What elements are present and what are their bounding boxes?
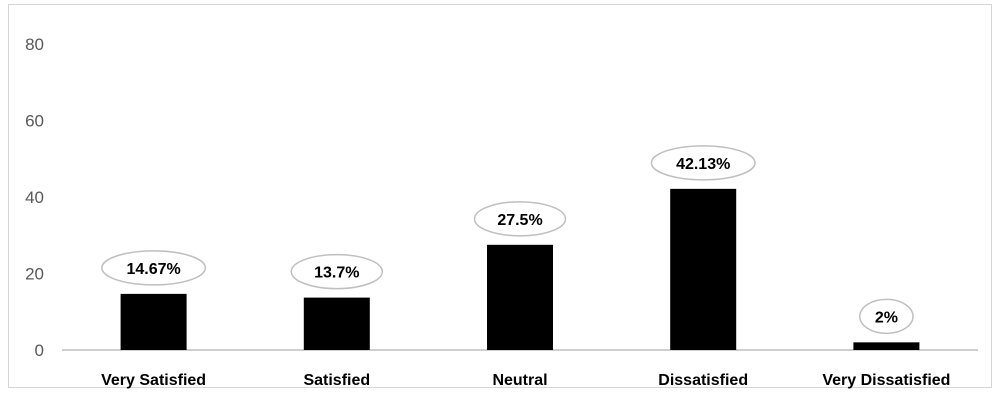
data-label-callouts: 14.67% 13.7% 27.5% 42.13% 2% — [101, 145, 914, 335]
category-label: Very Dissatisfied — [822, 372, 950, 389]
bar-dissatisfied — [670, 188, 737, 350]
y-axis-ticks: 0 20 40 60 80 — [25, 35, 44, 360]
data-label-callout — [101, 250, 207, 286]
y-tick-label: 0 — [35, 341, 44, 360]
data-label: 27.5% — [497, 212, 542, 229]
y-tick-label: 60 — [25, 112, 44, 131]
bar-very-dissatisfied — [853, 342, 920, 350]
data-label-callout — [473, 201, 567, 237]
category-label: Dissatisfied — [658, 372, 748, 389]
data-label: 2% — [875, 309, 898, 326]
data-label: 42.13% — [676, 156, 730, 173]
data-label: 14.67% — [126, 261, 180, 278]
y-tick-label: 80 — [25, 35, 44, 54]
category-labels: Very Satisfied Satisfied Neutral Dissatisfi… — [101, 372, 950, 389]
category-label: Neutral — [492, 372, 547, 389]
category-label: Satisfied — [303, 372, 370, 389]
data-label-callout — [650, 145, 756, 181]
bar-neutral — [487, 244, 553, 350]
bars — [120, 188, 920, 350]
bar-very-satisfied — [120, 293, 187, 350]
data-label-callout — [290, 253, 384, 290]
data-label: 13.7% — [314, 265, 359, 282]
bar-satisfied — [303, 297, 370, 350]
category-label: Very Satisfied — [101, 372, 206, 389]
y-tick-label: 20 — [25, 265, 44, 284]
y-tick-label: 40 — [25, 188, 44, 207]
data-label-callout — [859, 298, 914, 335]
